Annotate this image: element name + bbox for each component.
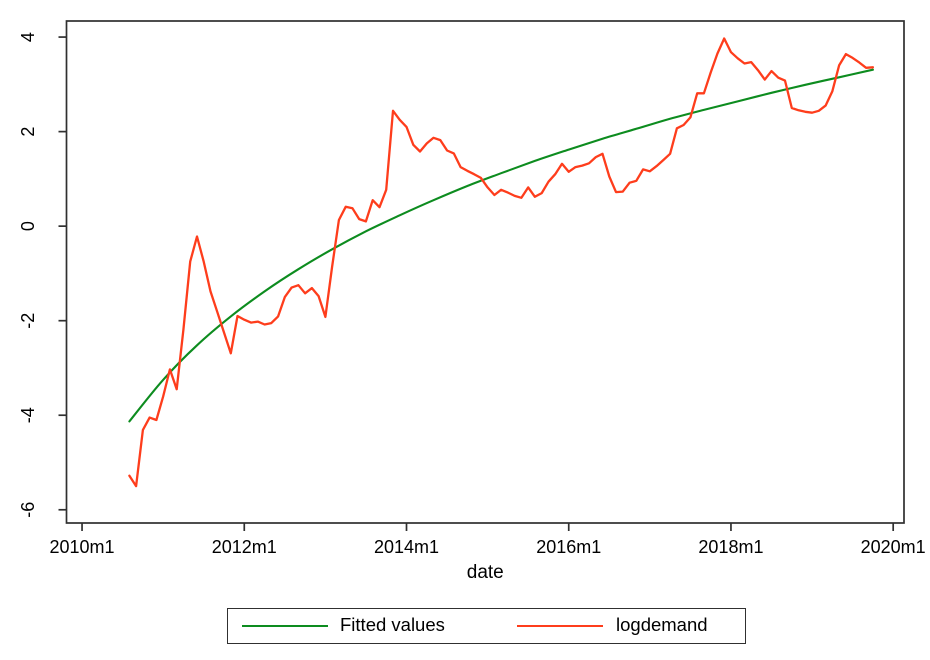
x-tick-label: 2012m1: [212, 537, 277, 557]
legend-fitted-swatch: [242, 624, 328, 628]
legend-logdemand-swatch: [517, 624, 603, 628]
x-tick-label: 2010m1: [50, 537, 115, 557]
logdemand-line: [128, 37, 875, 488]
legend-fitted-label: Fitted values: [340, 614, 445, 636]
y-tick-label: -4: [18, 407, 38, 423]
x-tick-label: 2018m1: [698, 537, 763, 557]
y-tick-label: 2: [18, 127, 38, 137]
y-tick-label: 0: [18, 221, 38, 231]
fitted-line: [128, 68, 874, 423]
x-tick-label: 2016m1: [536, 537, 601, 557]
x-axis-title: date: [467, 562, 504, 583]
x-tick-label: 2020m1: [861, 537, 926, 557]
legend-logdemand-label: logdemand: [616, 614, 708, 636]
x-tick-label: 2014m1: [374, 537, 439, 557]
y-tick-label: 4: [18, 32, 38, 42]
legend: Fitted values logdemand: [227, 608, 746, 644]
y-tick-label: -2: [18, 313, 38, 329]
y-tick-label: -6: [18, 502, 38, 518]
plot-frame: [65, 20, 905, 524]
